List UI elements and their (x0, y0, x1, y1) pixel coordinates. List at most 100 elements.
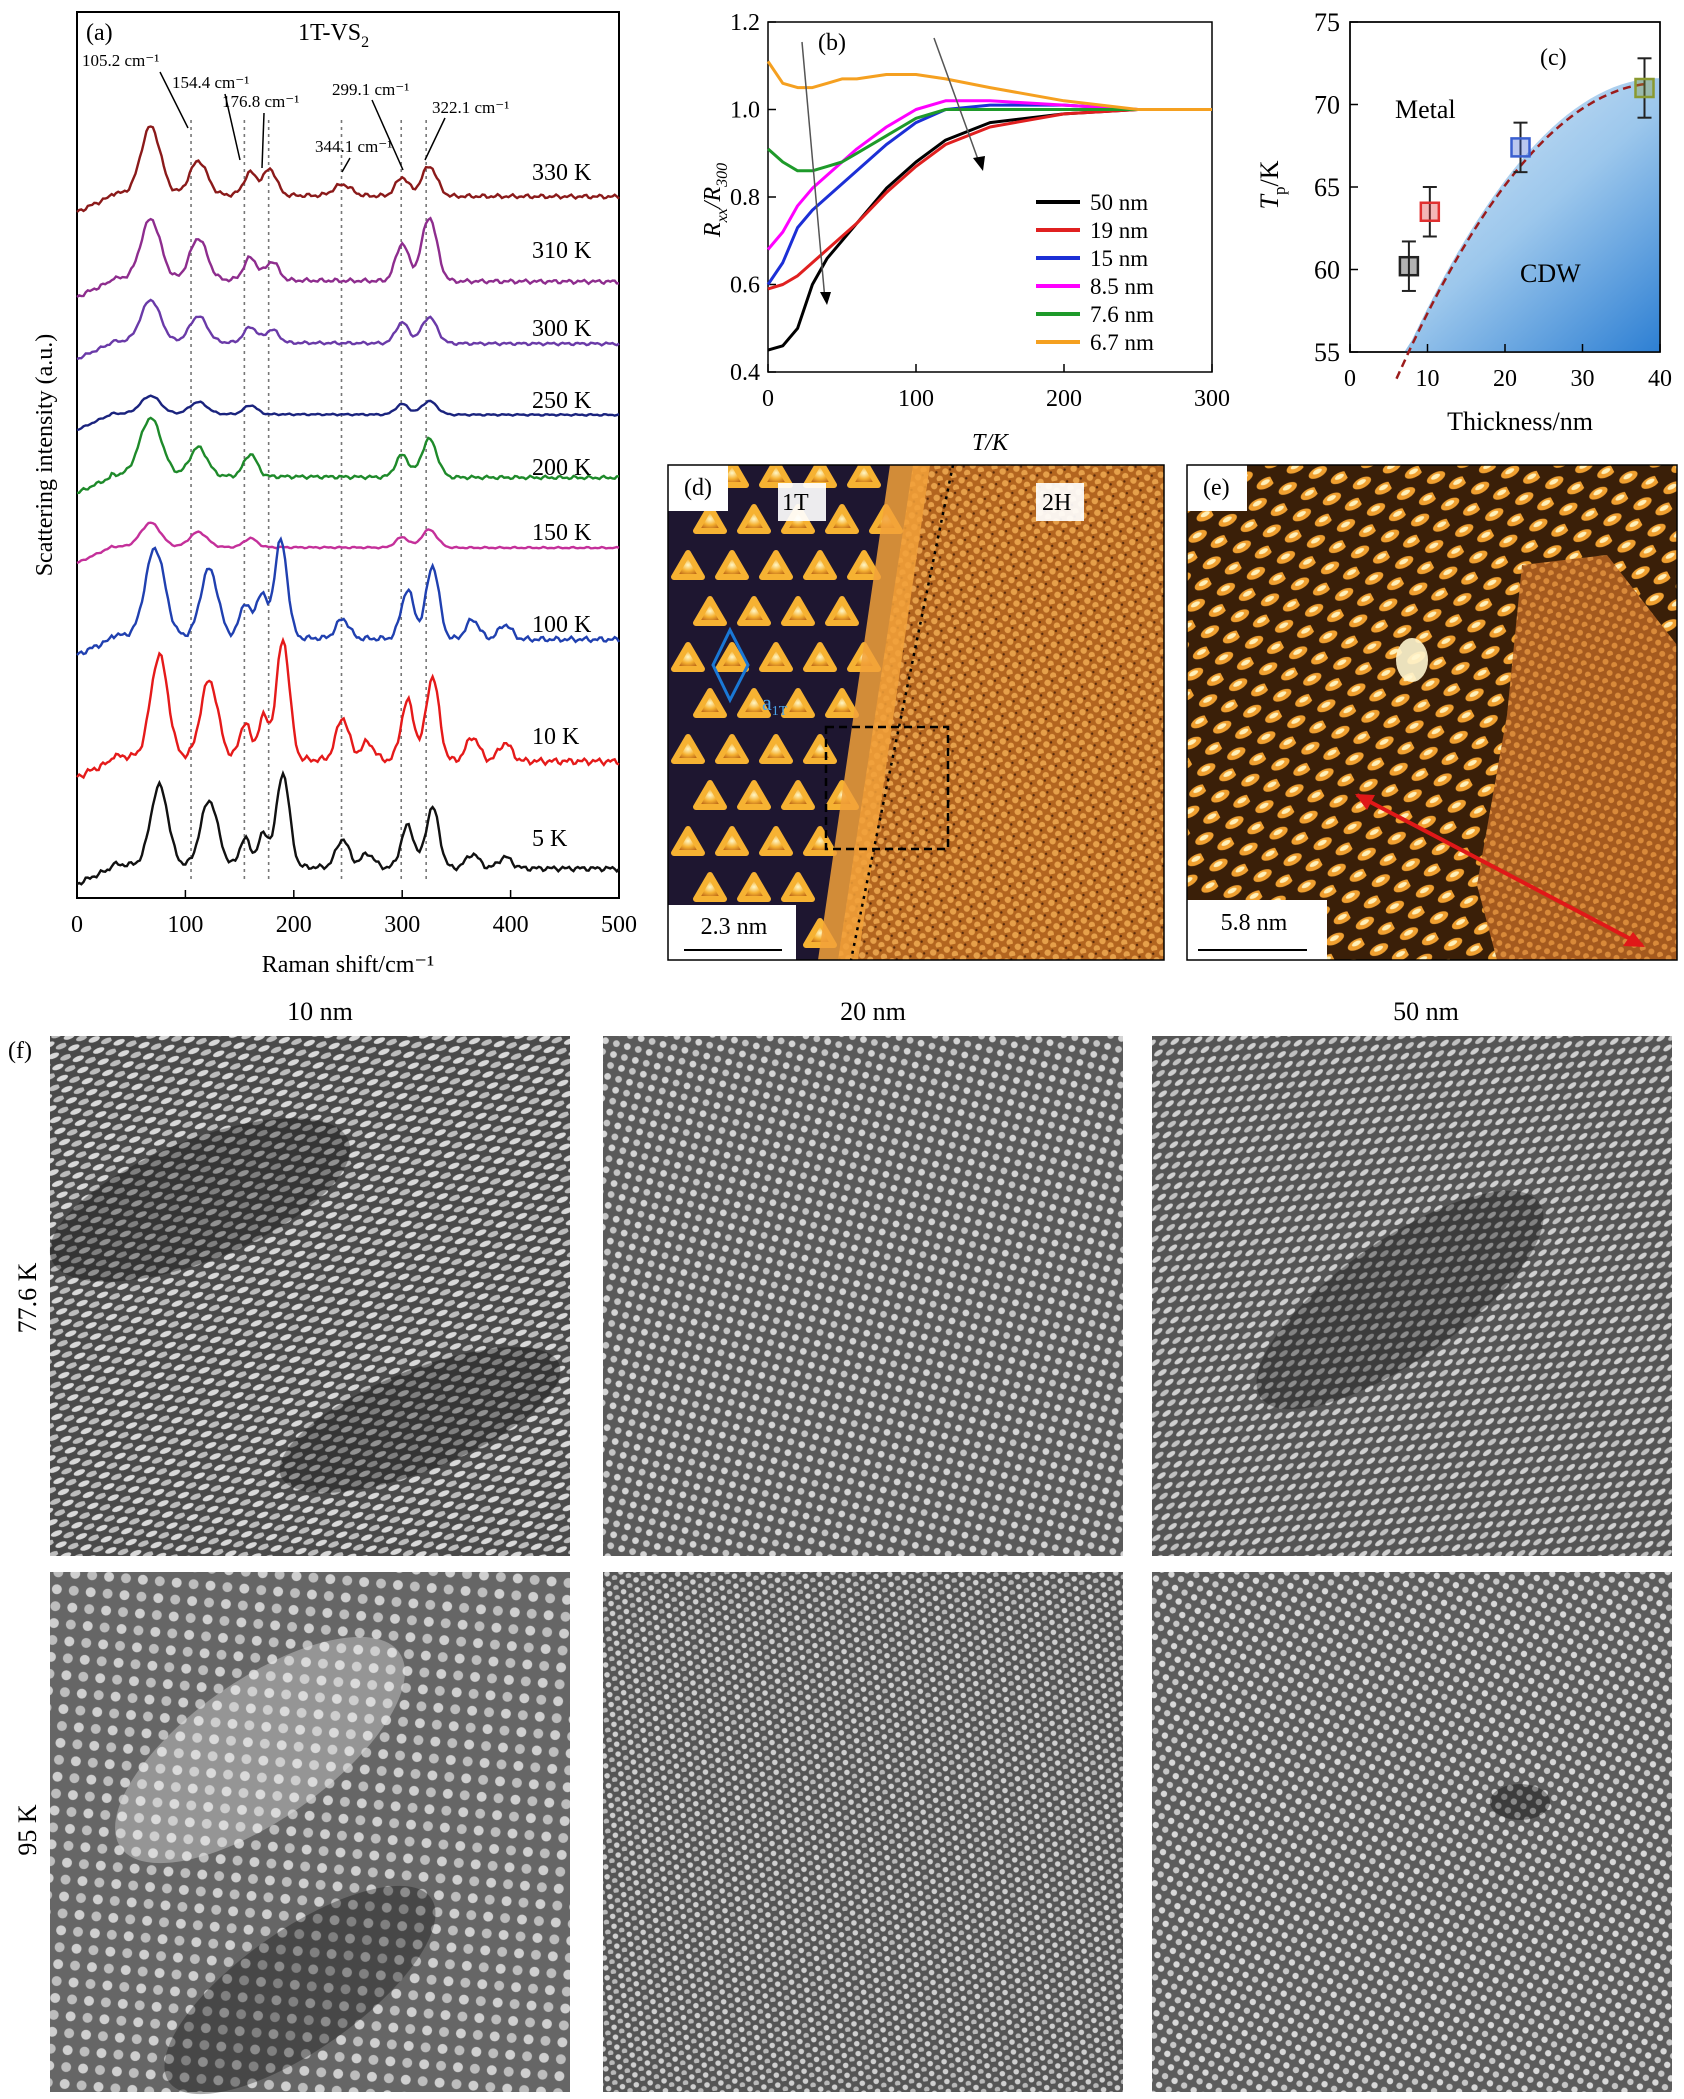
y-tick-label: 1.0 (730, 98, 760, 124)
cdw-cluster (693, 688, 727, 718)
x-axis-label: Raman shift/cm⁻¹ (262, 952, 435, 978)
cdw-cluster (715, 826, 749, 856)
cdw-cluster (737, 596, 771, 626)
tag-2h: 2H (1042, 490, 1071, 516)
panel-f-label: (f) (8, 1038, 32, 1064)
trend-arrows (801, 37, 985, 305)
legend-label: 50 nm (1090, 190, 1148, 215)
x-tick-label: 500 (601, 912, 637, 938)
temperature-label: 5 K (532, 826, 568, 852)
fit-curve (1395, 82, 1649, 380)
cdw-cluster (825, 688, 859, 718)
y-tick-label: 75 (1314, 8, 1340, 37)
peak-arrow (424, 117, 446, 161)
cdw-cluster (781, 780, 815, 810)
column-label-50nm: 50 nm (1393, 997, 1459, 1026)
cdw-cluster (715, 550, 749, 580)
panel-b: (b) 0 100 200 300 0.4 0.6 0.8 1.0 1.2 50 nm 19 nm… (700, 10, 1230, 456)
peak-annotations: 105.2 cm⁻¹ 154.4 cm⁻¹ 176.8 cm⁻¹ 344.1 c… (82, 51, 509, 173)
cdw-cluster (671, 826, 705, 856)
cdw-cluster (693, 504, 727, 534)
y-axis-label: Tp/K (1255, 160, 1289, 209)
spectrum-310k (76, 216, 620, 298)
x-tick-label: 300 (384, 912, 420, 938)
cdw-cluster (737, 872, 771, 902)
x-tick-label: 100 (898, 386, 934, 412)
x-tick-label: 0 (71, 912, 83, 938)
y-axis-label: Scattering intensity (a.u.) (32, 334, 58, 577)
panel-a: (a) 1T-VS2 330 K 310 K 300 K 250 K 200 K 150 … (32, 11, 637, 978)
cdw-cluster (715, 642, 749, 672)
2h-domain (1477, 555, 1677, 960)
cdw-cluster (825, 596, 859, 626)
cdw-cluster (847, 550, 881, 580)
scale-bar-label: 5.8 nm (1221, 910, 1288, 936)
temperature-label: 200 K (532, 455, 592, 481)
stm-image-10nm-95k (50, 1572, 570, 2092)
legend-label: 8.5 nm (1090, 274, 1154, 299)
panel-d: (d) 1T 2H a1T 2.3 nm (667, 464, 1165, 961)
line-profile-arrow (1356, 793, 1643, 947)
x-tick-label: 400 (493, 912, 529, 938)
spectrum-330k (76, 125, 620, 213)
cdw-cluster (671, 550, 705, 580)
2h-lattice (838, 465, 1164, 960)
cdw-cluster (671, 734, 705, 764)
column-label-20nm: 20 nm (840, 997, 906, 1026)
x-tick-label: 20 (1493, 366, 1517, 392)
cdw-cluster (825, 504, 859, 534)
x-tick-label: 0 (762, 386, 774, 412)
region-label-metal: Metal (1395, 95, 1456, 124)
data-point (1419, 201, 1441, 222)
y-tick-label: 0.6 (730, 273, 760, 299)
domain-boundary (818, 465, 930, 960)
peak-label: 105.2 cm⁻¹ (82, 51, 159, 70)
cdw-cluster (759, 826, 793, 856)
panel-c: 0 10 20 30 40 55 60 65 70 75 (c) Metal CDW Thickn… (1255, 8, 1672, 436)
cdw-cluster (737, 688, 771, 718)
x-axis-label: T/K (972, 430, 1010, 456)
cdw-cluster (715, 734, 749, 764)
peak-arrow (159, 71, 189, 129)
x-tick-label: 100 (167, 912, 203, 938)
peak-arrow (261, 112, 265, 169)
curve-67nm (766, 60, 1212, 111)
panel-e: (e) 5.8 nm (1186, 464, 1678, 961)
cdw-cluster (781, 688, 815, 718)
cdw-cluster (759, 642, 793, 672)
curve-19nm (767, 108, 1212, 291)
cdw-cluster (759, 465, 793, 488)
y-tick-label: 60 (1314, 256, 1340, 285)
spectrum-100k (76, 536, 621, 656)
panel-d-label: (d) (684, 475, 712, 501)
peak-label: 176.8 cm⁻¹ (222, 92, 299, 111)
column-label-10nm: 10 nm (287, 997, 353, 1026)
temperature-label: 330 K (532, 160, 592, 186)
cdw-cluster (781, 872, 815, 902)
peak-guide-lines (190, 120, 427, 882)
data-points (1398, 57, 1655, 292)
cdw-cluster (693, 596, 727, 626)
spectrum-150k (76, 521, 620, 565)
stm-image-50nm-95k (1152, 1572, 1672, 2092)
peak-arrow (341, 157, 351, 173)
y-tick-label: 0.4 (730, 360, 760, 386)
x-tick-label: 300 (1194, 386, 1230, 412)
y-tick-label: 55 (1314, 338, 1340, 367)
cdw-cluster (803, 642, 837, 672)
region-label-cdw: CDW (1520, 259, 1581, 288)
x-tick-label: 200 (276, 912, 312, 938)
spectrum-300k (76, 298, 620, 361)
temperature-labels: 330 K 310 K 300 K 250 K 200 K 150 K 100 K 10 K 5… (532, 160, 592, 852)
axis-ticks: 0 10 20 30 40 55 60 65 70 75 (1314, 8, 1672, 392)
legend-label: 19 nm (1090, 218, 1148, 243)
panel-a-title: 1T-VS2 (298, 20, 369, 51)
temperature-label: 250 K (532, 388, 592, 414)
temperature-label: 10 K (532, 724, 580, 750)
panel-f: (f) 10 nm 20 nm 50 nm 77.6 K 95 K (8, 997, 1672, 2095)
peak-label: 299.1 cm⁻¹ (332, 80, 409, 99)
y-tick-label: 65 (1314, 173, 1340, 202)
row-label-77k: 77.6 K (13, 1262, 42, 1333)
temperature-label: 100 K (532, 612, 592, 638)
stm-image-20nm-95k (603, 1572, 1123, 2092)
